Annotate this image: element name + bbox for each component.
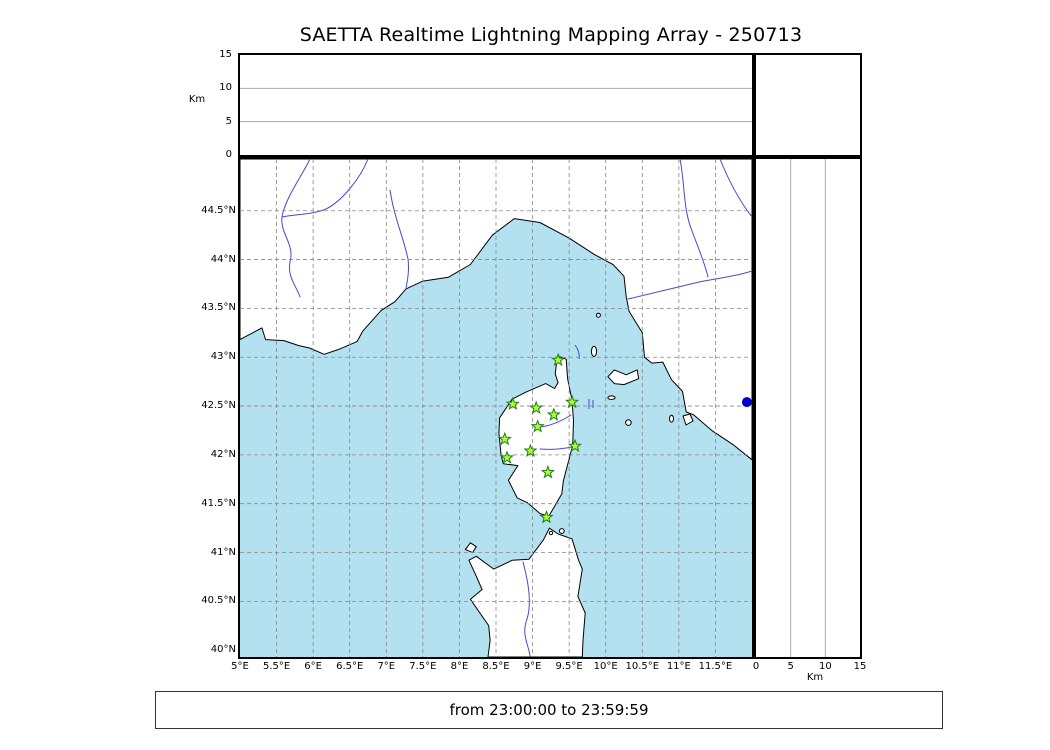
asinara-island — [464, 542, 477, 554]
lon-tick-label: 5°E — [231, 661, 249, 672]
pianosa-island — [607, 395, 616, 400]
map-gridlines — [240, 159, 752, 657]
altitude-tick-label: 5 — [787, 661, 794, 672]
corner-panel — [754, 53, 862, 157]
argentario-promontory — [682, 413, 694, 426]
lightning-source-marker — [741, 397, 752, 408]
river-var — [389, 189, 410, 290]
lat-tick-label: 40°N — [210, 644, 236, 656]
altitude-gridlines-right — [790, 159, 826, 657]
lon-tick-label: 11°E — [666, 661, 691, 672]
lon-tick-label: 5.5°E — [262, 661, 291, 672]
altitude-gridlines — [240, 87, 752, 123]
lat-tick-label: 43°N — [210, 351, 236, 363]
lon-tick-label: 9.5°E — [555, 661, 583, 672]
station-marker — [540, 464, 555, 479]
lon-tick-label: 8.5°E — [482, 661, 510, 672]
lat-tick-label: 42.5°N — [201, 400, 236, 412]
lon-tick-label: 8°E — [450, 661, 469, 672]
altitude-tick-label: 0 — [225, 149, 232, 160]
lon-tick-label: 7.5°E — [409, 661, 437, 672]
page-title: SAETTA Realtime Lightning Mapping Array … — [299, 24, 803, 46]
altitude-axis-label: Km — [188, 94, 206, 105]
station-marker — [539, 509, 554, 524]
altitude-longitude-panel — [238, 53, 754, 157]
lat-tick-label: 42°N — [210, 448, 236, 460]
altitude-tick-label: 5 — [225, 115, 232, 127]
station-marker — [546, 407, 561, 421]
elba-island — [607, 369, 640, 386]
lat-tick-label: 44.5°N — [201, 204, 236, 216]
station-marker — [499, 450, 515, 464]
station-marker — [497, 431, 512, 446]
altitude-tick-label: 10 — [219, 82, 232, 94]
altitude-tick-label: 15 — [853, 661, 867, 672]
lon-tick-label: 10°E — [593, 661, 618, 672]
data-points-layer — [497, 352, 752, 524]
rivers-layer — [281, 159, 752, 657]
corsica — [498, 355, 574, 517]
altitude-tick-label: 10 — [818, 661, 832, 672]
river-serchio — [719, 159, 752, 218]
river-arno-tributary — [679, 159, 709, 278]
river-durance — [281, 159, 311, 298]
lon-tick-label: 9°E — [523, 661, 542, 672]
land-layer — [240, 159, 752, 657]
river-arno — [627, 270, 752, 300]
river-golo — [541, 414, 572, 428]
map-panel — [238, 157, 754, 659]
gorgona-island — [595, 312, 601, 318]
river-durance-tributary — [281, 159, 369, 218]
time-range-bar: from 23:00:00 to 23:59:59 — [155, 691, 943, 729]
lat-tick-label: 44°N — [210, 253, 236, 265]
station-marker — [523, 443, 538, 457]
station-marker — [565, 394, 580, 409]
lat-tick-label: 40.5°N — [201, 595, 236, 607]
altitude-tick-label: 0 — [752, 661, 760, 672]
river-coghinas — [522, 561, 531, 657]
lon-tick-label: 10.5°E — [625, 661, 660, 672]
altitude-latitude-panel — [754, 157, 862, 659]
lon-tick-label: 11.5°E — [698, 661, 733, 672]
maddalena-island — [558, 528, 565, 534]
lon-tick-label: 6.5°E — [336, 661, 364, 672]
station-marker — [567, 438, 583, 453]
altitude-tick-label: 15 — [219, 49, 232, 60]
station-marker — [530, 419, 545, 433]
station-marker — [529, 400, 544, 415]
lon-tick-label: 6°E — [304, 661, 322, 672]
giglio-island — [669, 414, 674, 423]
sardinia — [468, 527, 586, 657]
station-marker — [505, 396, 520, 411]
station-marker — [551, 352, 566, 367]
time-range-text: from 23:00:00 to 23:59:59 — [449, 701, 649, 719]
capraia-island — [590, 345, 598, 357]
lon-tick-label: 7°E — [377, 661, 396, 672]
lat-tick-label: 43.5°N — [201, 302, 236, 314]
lat-tick-label: 41°N — [210, 546, 236, 558]
sea-mark-1 — [574, 344, 580, 360]
lat-tick-label: 41.5°N — [201, 497, 236, 509]
altitude-axis-label-right: Km — [806, 672, 824, 683]
coast-mainland-north — [240, 159, 752, 461]
maddalena-island-2 — [548, 530, 554, 536]
montecristo-island — [625, 419, 632, 426]
